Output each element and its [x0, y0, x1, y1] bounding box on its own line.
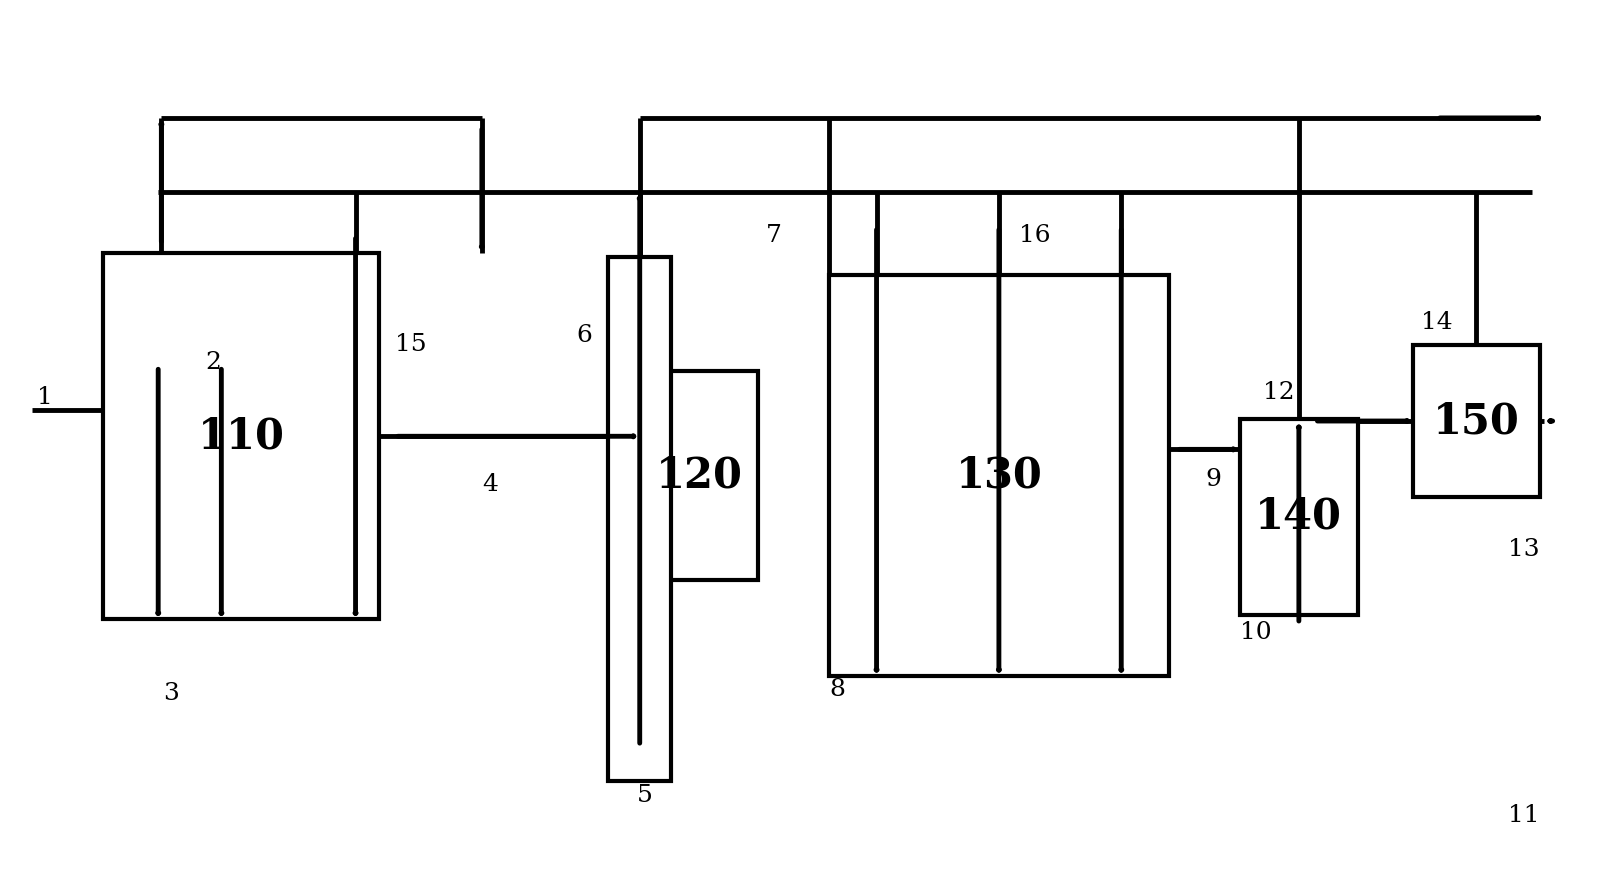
Bar: [103, 253, 379, 619]
Text: 14: 14: [1421, 312, 1453, 335]
Text: 150: 150: [1434, 400, 1519, 442]
Text: 11: 11: [1508, 805, 1540, 827]
Text: 12: 12: [1263, 381, 1295, 404]
Text: 2: 2: [206, 351, 221, 374]
Bar: [609, 257, 672, 781]
Text: 120: 120: [656, 455, 743, 497]
Text: 7: 7: [765, 224, 781, 247]
Text: 110: 110: [198, 416, 285, 457]
Bar: [640, 371, 759, 580]
Text: 13: 13: [1508, 538, 1540, 562]
Text: 1: 1: [37, 385, 53, 409]
Bar: [830, 275, 1168, 676]
Text: 130: 130: [955, 455, 1042, 497]
Text: 140: 140: [1255, 496, 1342, 538]
Text: 8: 8: [830, 677, 846, 700]
Text: 16: 16: [1018, 224, 1050, 247]
Text: 3: 3: [163, 682, 179, 705]
Text: 15: 15: [395, 333, 427, 356]
Text: 6: 6: [577, 325, 593, 347]
Text: 9: 9: [1205, 468, 1221, 491]
Bar: [1413, 344, 1540, 498]
Text: 10: 10: [1239, 621, 1271, 644]
Text: 5: 5: [636, 784, 652, 807]
Text: 4: 4: [482, 473, 498, 496]
Bar: [1240, 419, 1358, 615]
